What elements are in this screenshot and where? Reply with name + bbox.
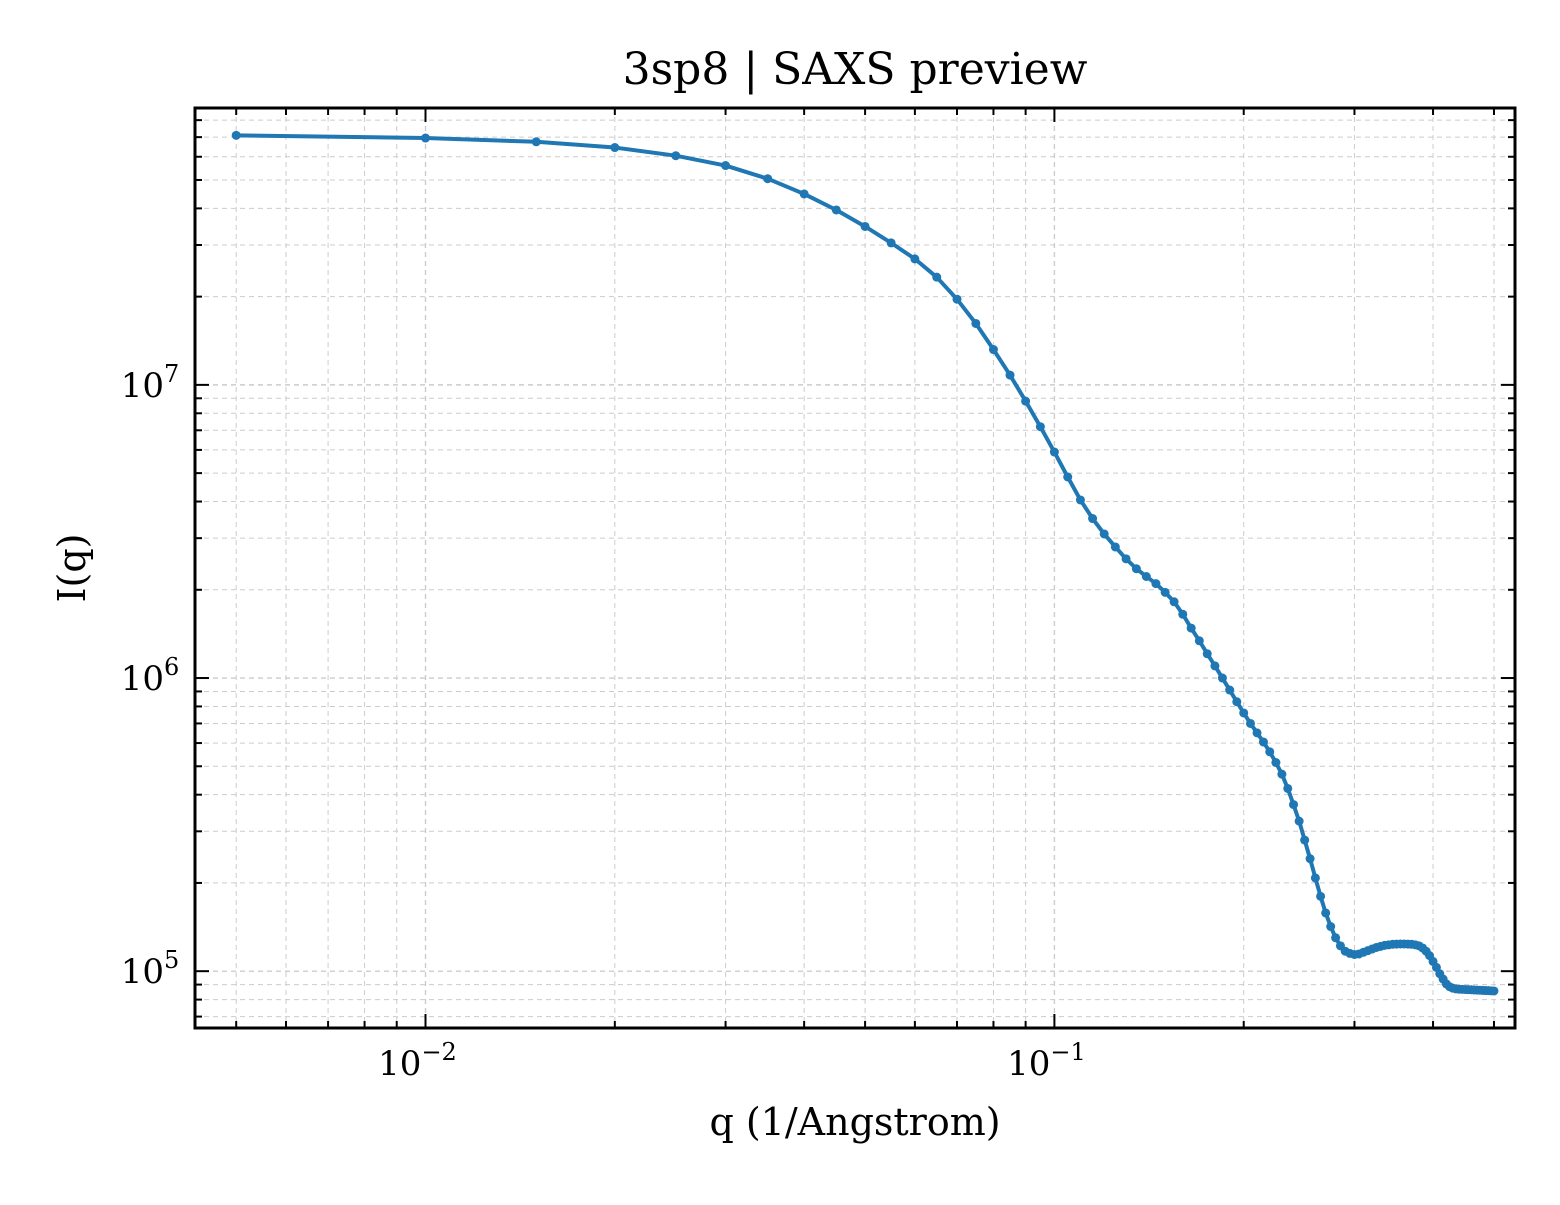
x-tick-label-base: 10: [378, 1044, 421, 1084]
data-point: [1289, 800, 1299, 810]
data-point: [610, 143, 620, 153]
data-layer: [231, 130, 1499, 996]
data-point: [1265, 747, 1275, 757]
x-tick-label-exponent: −2: [421, 1038, 456, 1066]
y-tick-label-base: 10: [121, 659, 164, 699]
data-point: [1283, 783, 1293, 793]
data-point: [1258, 737, 1268, 747]
data-point: [1151, 579, 1161, 589]
y-tick-label-base: 10: [121, 366, 164, 406]
data-point: [1186, 623, 1196, 633]
data-point: [1088, 514, 1098, 524]
data-point: [763, 174, 773, 184]
data-point: [1217, 673, 1227, 683]
data-point: [1326, 922, 1336, 932]
data-point: [1225, 685, 1235, 695]
data-point: [1202, 649, 1212, 659]
data-point: [860, 221, 870, 231]
data-point: [1141, 571, 1151, 581]
data-point: [231, 130, 241, 140]
data-point: [1131, 564, 1141, 574]
y-tick-label: 106: [121, 653, 180, 699]
data-point: [1121, 554, 1131, 564]
data-point: [799, 189, 809, 199]
data-point: [1110, 542, 1120, 552]
data-point: [886, 238, 896, 248]
x-tick-label: 10−1: [1007, 1038, 1086, 1084]
plot-frame: [193, 106, 1517, 1030]
data-point: [1489, 986, 1499, 996]
data-point: [831, 205, 841, 215]
data-point: [1239, 708, 1249, 718]
data-point: [1331, 933, 1341, 943]
data-point: [1075, 495, 1085, 505]
data-point: [1210, 661, 1220, 671]
y-tick-label-base: 10: [121, 952, 164, 992]
data-point: [1300, 835, 1310, 845]
data-point: [1252, 728, 1262, 738]
grid: [195, 108, 1515, 1028]
data-point: [1160, 587, 1170, 597]
data-point: [1169, 597, 1179, 607]
y-tick-label: 105: [121, 946, 180, 992]
data-point: [1316, 891, 1326, 901]
data-point: [1005, 370, 1015, 380]
data-point: [1294, 816, 1304, 826]
data-point: [1310, 873, 1320, 883]
data-point: [952, 294, 962, 304]
data-point: [988, 345, 998, 355]
data-point: [1245, 718, 1255, 728]
x-tick-label: 10−2: [378, 1038, 457, 1084]
x-tick-label-exponent: −1: [1050, 1038, 1085, 1066]
data-point: [1271, 758, 1281, 768]
y-axis-label: I(q): [50, 534, 94, 603]
data-point: [932, 272, 942, 282]
data-point: [1277, 769, 1287, 779]
ticks: [195, 108, 1515, 1028]
data-point: [910, 254, 920, 264]
data-point: [1178, 609, 1188, 619]
data-point: [971, 318, 981, 328]
data-point: [1021, 396, 1031, 406]
y-tick-label-exponent: 7: [164, 360, 179, 388]
y-tick-label: 107: [121, 360, 180, 406]
data-point: [671, 151, 681, 161]
x-tick-label-base: 10: [1007, 1044, 1050, 1084]
data-point: [1099, 529, 1109, 539]
data-point: [1049, 447, 1059, 457]
chart-title: 3sp8 | SAXS preview: [623, 44, 1088, 95]
data-point: [531, 137, 541, 147]
data-point: [1035, 422, 1045, 432]
data-point: [1063, 472, 1073, 482]
data-point: [1232, 697, 1242, 707]
x-axis-label: q (1/Angstrom): [709, 1100, 1000, 1144]
data-point: [721, 161, 731, 171]
data-point: [421, 133, 431, 143]
y-tick-label-exponent: 5: [164, 946, 179, 974]
data-point: [1194, 636, 1204, 646]
y-tick-label-exponent: 6: [164, 653, 179, 681]
data-point: [1321, 908, 1331, 918]
data-point: [1305, 854, 1315, 864]
